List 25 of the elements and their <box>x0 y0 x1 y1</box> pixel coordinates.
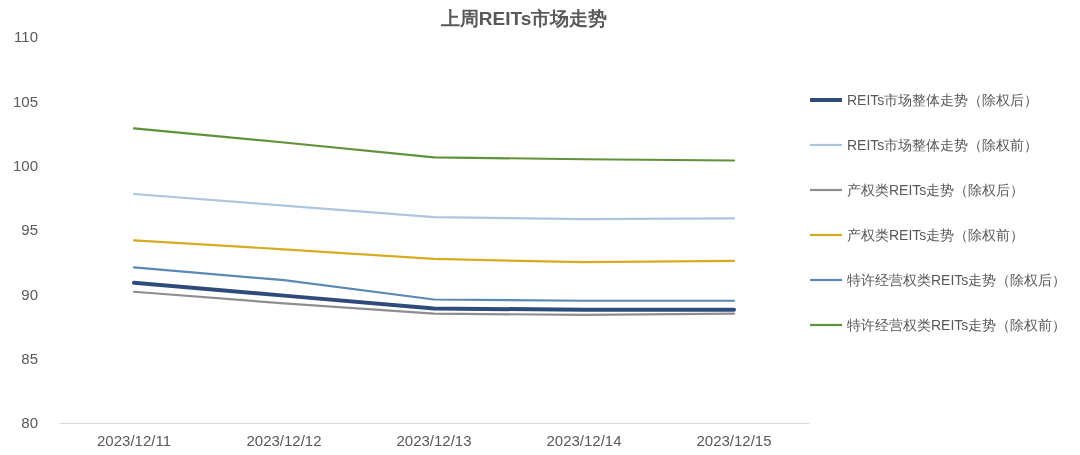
line-series <box>132 290 736 317</box>
line-series <box>132 192 736 221</box>
legend-label: REITs市场整体走势（除权后） <box>847 92 1039 108</box>
legend-label: REITs市场整体走势（除权前） <box>847 137 1039 153</box>
legend-label: 产权类REITs走势（除权后） <box>847 182 1025 198</box>
x-tick-label: 2023/12/13 <box>396 431 472 449</box>
legend-label: 特许经营权类REITs走势（除权后） <box>847 272 1067 288</box>
legend-label: 特许经营权类REITs走势（除权前） <box>847 317 1067 333</box>
line-series <box>132 266 736 302</box>
y-tick-label: 110 <box>14 28 38 46</box>
line-series <box>132 239 736 264</box>
line-series <box>132 127 736 162</box>
x-tick-label: 2023/12/12 <box>246 431 322 449</box>
line-series <box>132 280 736 312</box>
chart-title: 上周REITs市场走势 <box>439 8 608 29</box>
x-tick-label: 2023/12/15 <box>696 431 772 449</box>
legend-label: 产权类REITs走势（除权前） <box>847 227 1025 243</box>
y-tick-label: 105 <box>12 92 38 110</box>
y-tick-label: 85 <box>21 349 38 367</box>
y-tick-label: 100 <box>12 156 38 174</box>
y-tick-label: 80 <box>21 414 38 432</box>
y-tick-label: 90 <box>21 285 38 303</box>
y-tick-label: 95 <box>21 221 38 239</box>
x-tick-label: 2023/12/11 <box>97 431 171 449</box>
x-tick-label: 2023/12/14 <box>546 431 622 449</box>
